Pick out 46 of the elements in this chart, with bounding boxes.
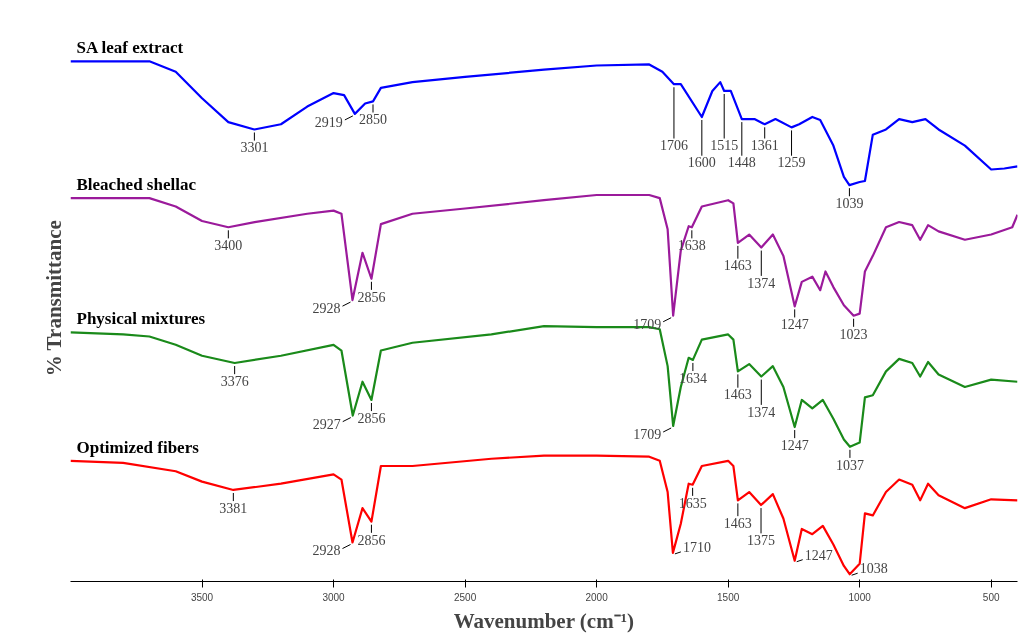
annotation: 3400 bbox=[214, 238, 243, 254]
annotation: 3381 bbox=[219, 500, 248, 516]
annotation: 1448 bbox=[727, 155, 756, 171]
annotation: 1706 bbox=[659, 137, 688, 153]
annotation: 1259 bbox=[777, 155, 806, 171]
series-label: SA leaf extract bbox=[76, 38, 184, 58]
annotation: 2850 bbox=[359, 112, 388, 128]
annotation: 1463 bbox=[723, 258, 752, 274]
series-label: Optimized fibers bbox=[76, 437, 200, 457]
annotation: 1038 bbox=[859, 561, 888, 577]
annotation: 1374 bbox=[747, 404, 776, 420]
x-axis-title: Wavenumber (cm⁻¹) bbox=[453, 608, 634, 633]
x-tick-label: 3000 bbox=[322, 591, 346, 603]
annotation: 1463 bbox=[723, 387, 752, 403]
annotation: 1023 bbox=[839, 326, 868, 342]
x-tick-label: 3500 bbox=[190, 591, 214, 603]
annotation: 1709 bbox=[633, 426, 662, 442]
annotation: 2856 bbox=[357, 532, 386, 548]
x-tick-label: 500 bbox=[982, 591, 1000, 603]
annotation: 2856 bbox=[357, 410, 386, 426]
annotation: 2927 bbox=[312, 416, 341, 432]
annotation: 2856 bbox=[357, 289, 386, 305]
annotation: 1361 bbox=[750, 138, 779, 154]
annotation: 1039 bbox=[835, 196, 864, 212]
annotation: 2928 bbox=[312, 543, 341, 559]
y-axis-title: % Transmittance bbox=[41, 220, 66, 377]
series-label: Physical mixtures bbox=[76, 309, 206, 329]
x-tick-label: 2500 bbox=[453, 591, 477, 603]
annotation: 2928 bbox=[312, 301, 341, 317]
annotation: 3301 bbox=[240, 140, 269, 156]
x-tick-label: 2000 bbox=[585, 591, 609, 603]
annotation: 1600 bbox=[687, 155, 716, 171]
series-label: Bleached shellac bbox=[76, 175, 197, 195]
annotation: 1710 bbox=[682, 539, 711, 555]
annotation: 1375 bbox=[747, 533, 776, 549]
annotation: 1515 bbox=[710, 137, 739, 153]
annotation: 1247 bbox=[780, 438, 809, 454]
annotation: 1247 bbox=[804, 547, 833, 563]
annotation: 1374 bbox=[747, 275, 776, 291]
annotation: 1463 bbox=[723, 515, 752, 531]
annotation: 3376 bbox=[220, 374, 249, 390]
x-tick-label: 1500 bbox=[717, 591, 740, 603]
annotation: 2919 bbox=[314, 114, 343, 130]
x-tick-label: 1000 bbox=[848, 591, 872, 603]
annotation: 1037 bbox=[835, 457, 864, 473]
annotation: 1247 bbox=[780, 317, 809, 333]
